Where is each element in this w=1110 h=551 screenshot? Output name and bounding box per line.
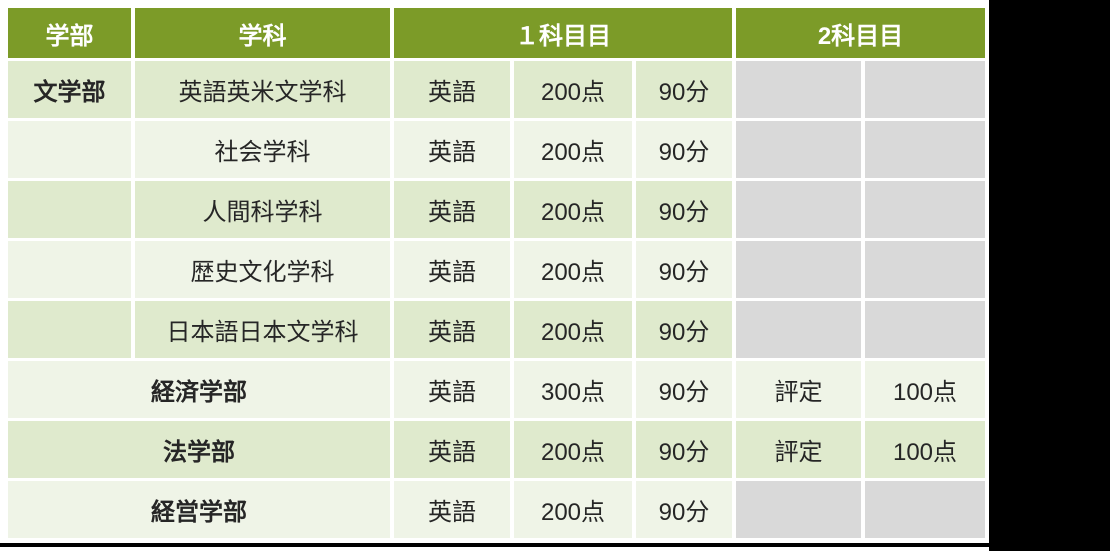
department-cell: 社会学科 [135, 121, 390, 178]
subject2-name-cell: 評定 [736, 361, 861, 418]
header-department: 学科 [135, 8, 390, 58]
department-cell: 歴史文化学科 [135, 241, 390, 298]
table-row: 歴史文化学科 英語 200点 90分 [8, 241, 985, 298]
faculty-cell: 経営学部 [8, 481, 390, 538]
header-subject-group-1: １科目目 [394, 8, 732, 58]
subject2-name-cell [736, 301, 861, 358]
subject1-score-cell: 200点 [514, 181, 632, 238]
subject1-score-cell: 200点 [514, 481, 632, 538]
faculty-cell [8, 181, 131, 238]
subject1-time-cell: 90分 [636, 301, 732, 358]
subject1-name-cell: 英語 [394, 361, 510, 418]
subject2-score-cell [865, 301, 985, 358]
subject1-time-cell: 90分 [636, 481, 732, 538]
subject2-name-cell: 評定 [736, 421, 861, 478]
subject2-score-cell [865, 241, 985, 298]
subject1-score-cell: 200点 [514, 61, 632, 118]
subject1-score-cell: 200点 [514, 241, 632, 298]
bottom-border-line [0, 543, 990, 547]
subject2-score-cell [865, 61, 985, 118]
subject1-name-cell: 英語 [394, 121, 510, 178]
faculty-cell: 経済学部 [8, 361, 390, 418]
subject1-time-cell: 90分 [636, 241, 732, 298]
table-row: 日本語日本文学科 英語 200点 90分 [8, 301, 985, 358]
subject1-name-cell: 英語 [394, 181, 510, 238]
subject1-time-cell: 90分 [636, 181, 732, 238]
subject2-score-cell: 100点 [865, 421, 985, 478]
subject1-name-cell: 英語 [394, 301, 510, 358]
faculty-cell [8, 241, 131, 298]
subject2-name-cell [736, 241, 861, 298]
subject1-name-cell: 英語 [394, 481, 510, 538]
table-row: 法学部 英語 200点 90分 評定 100点 [8, 421, 985, 478]
table-row: 文学部 英語英米文学科 英語 200点 90分 [8, 61, 985, 118]
table-row: 人間科学科 英語 200点 90分 [8, 181, 985, 238]
subject1-time-cell: 90分 [636, 361, 732, 418]
subject2-score-cell [865, 121, 985, 178]
subject1-name-cell: 英語 [394, 421, 510, 478]
header-row: 学部 学科 １科目目 2科目目 [8, 8, 985, 58]
subject1-score-cell: 200点 [514, 301, 632, 358]
subject1-score-cell: 200点 [514, 121, 632, 178]
subject2-name-cell [736, 61, 861, 118]
faculty-cell: 文学部 [8, 61, 131, 118]
table-row: 社会学科 英語 200点 90分 [8, 121, 985, 178]
header-subject-group-2: 2科目目 [736, 8, 985, 58]
subject2-score-cell [865, 481, 985, 538]
department-cell: 人間科学科 [135, 181, 390, 238]
header-faculty: 学部 [8, 8, 131, 58]
subject1-time-cell: 90分 [636, 121, 732, 178]
subject1-score-cell: 200点 [514, 421, 632, 478]
subject2-name-cell [736, 121, 861, 178]
subject1-name-cell: 英語 [394, 241, 510, 298]
subject2-name-cell [736, 181, 861, 238]
subject2-name-cell [736, 481, 861, 538]
subject2-score-cell: 100点 [865, 361, 985, 418]
subject1-name-cell: 英語 [394, 61, 510, 118]
subject1-time-cell: 90分 [636, 421, 732, 478]
faculty-cell: 法学部 [8, 421, 390, 478]
right-black-area [989, 0, 1110, 551]
faculty-cell [8, 121, 131, 178]
subject2-score-cell [865, 181, 985, 238]
subject1-time-cell: 90分 [636, 61, 732, 118]
table-row: 経営学部 英語 200点 90分 [8, 481, 985, 538]
table-row: 経済学部 英語 300点 90分 評定 100点 [8, 361, 985, 418]
department-cell: 英語英米文学科 [135, 61, 390, 118]
exam-subjects-table: 学部 学科 １科目目 2科目目 文学部 英語英米文学科 英語 200点 90分 … [4, 5, 989, 541]
subject1-score-cell: 300点 [514, 361, 632, 418]
faculty-cell [8, 301, 131, 358]
department-cell: 日本語日本文学科 [135, 301, 390, 358]
